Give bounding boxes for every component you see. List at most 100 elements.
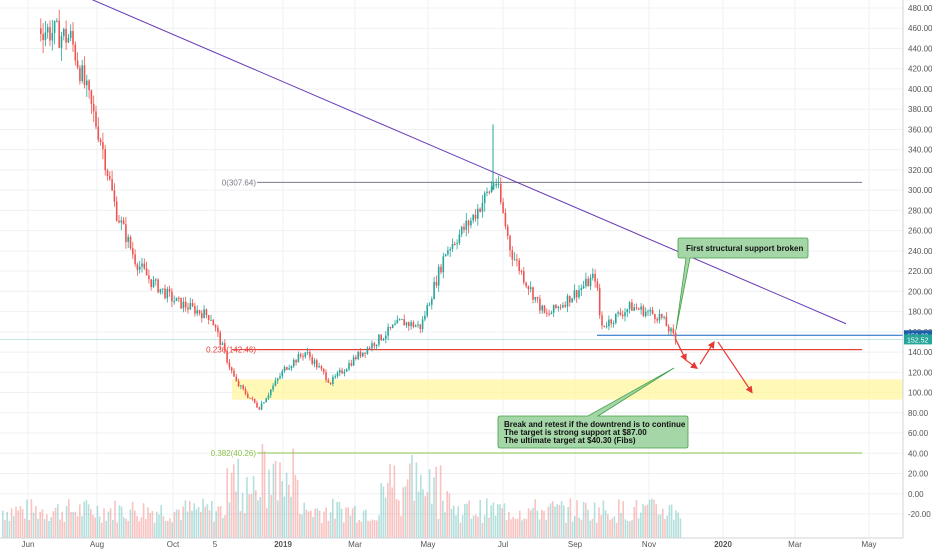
candle-body: [516, 259, 518, 261]
volume-bar: [32, 512, 35, 538]
volume-bar: [505, 520, 508, 538]
candle-body: [313, 360, 316, 364]
candle-body: [295, 359, 297, 363]
candle-body: [256, 402, 258, 408]
volume-bar: [600, 515, 602, 538]
callout-support-broken[interactable]: [675, 237, 809, 331]
candle-body: [635, 307, 638, 309]
candle-body: [265, 398, 267, 403]
y-tick-label: 400.00: [908, 85, 932, 94]
volume-bar: [105, 520, 107, 538]
volume-bar: [85, 499, 88, 538]
candle-body: [102, 142, 104, 150]
volume-bar: [57, 504, 59, 538]
volume-bar: [459, 522, 462, 538]
candle-body: [221, 343, 224, 346]
y-tick-label: 40.00: [908, 449, 929, 458]
y-tick-label: 320.00: [908, 166, 932, 175]
y-tick-label: 0.00: [908, 490, 924, 499]
candle-body: [263, 402, 265, 404]
volume-bar: [345, 507, 347, 538]
volume-bar: [527, 508, 530, 538]
candle-body: [412, 322, 415, 327]
candle-body: [486, 191, 488, 193]
price-axis-bg: [903, 0, 932, 550]
candle-body: [350, 363, 353, 366]
downtrend-line[interactable]: [88, 0, 847, 325]
candle-body: [201, 313, 203, 319]
chart-grid: [0, 0, 903, 538]
candle-body: [88, 80, 90, 91]
y-tick-label: 360.00: [908, 125, 932, 134]
candle-body: [444, 254, 447, 257]
volume-bar: [191, 510, 193, 538]
volume-bar: [96, 505, 99, 538]
candle-body: [654, 314, 656, 320]
volume-bar: [349, 515, 352, 538]
volume-bar: [233, 464, 235, 538]
price-axis[interactable]: 480.00 460.00 440.00 420.00 400.00 380.00 360.…: [902, 0, 932, 550]
volume-bar: [481, 522, 484, 538]
volume-bar: [365, 509, 367, 538]
candle-body: [304, 352, 307, 357]
volume-bar: [420, 474, 422, 538]
volume-bar: [285, 472, 288, 538]
volume-bar: [453, 505, 455, 538]
candle-body: [106, 170, 109, 177]
candle-body: [175, 297, 178, 302]
candle-body: [442, 256, 445, 273]
candle-body: [437, 266, 440, 286]
volume-bar: [494, 515, 497, 538]
volume-bar: [620, 512, 622, 538]
candle-body: [619, 312, 622, 315]
candle-body: [357, 351, 359, 360]
candle-body: [138, 266, 141, 270]
time-axis[interactable]: Jun Aug Oct 5 2019 Mar May Jul Sep Nov 2020 Mar May: [0, 537, 903, 549]
candle-body: [387, 326, 389, 336]
candle-body: [408, 322, 410, 327]
candle-body: [509, 235, 511, 251]
volume-bar: [329, 512, 332, 538]
candle-body: [481, 203, 484, 212]
candle-body: [495, 183, 497, 186]
candle-body: [447, 250, 449, 255]
candle-body: [109, 176, 111, 180]
annotation-callouts[interactable]: First structural support broken Break and…: [497, 237, 809, 449]
candle-body: [431, 299, 433, 305]
candle-body: [182, 301, 185, 309]
volume-bar: [213, 521, 215, 538]
candle-body: [479, 208, 481, 212]
candle-body: [122, 220, 125, 225]
x-tick-label: Nov: [642, 540, 656, 549]
candle-body: [325, 372, 327, 381]
volume-bar: [679, 518, 682, 538]
volume-bar: [442, 500, 444, 538]
y-tick-label: 20.00: [908, 470, 929, 479]
candle-body: [633, 307, 635, 311]
volume-bar: [576, 500, 578, 538]
volume-bar: [457, 506, 459, 538]
y-tick-label: 340.00: [908, 146, 932, 155]
volume-bar: [662, 508, 664, 538]
candle-body: [129, 236, 132, 249]
volume-bar: [607, 514, 609, 538]
volume-bar: [389, 463, 391, 538]
candle-body: [573, 290, 576, 299]
candle-body: [247, 393, 249, 398]
candle-body: [644, 311, 647, 316]
volume-bar: [288, 484, 290, 538]
volume-bar: [270, 494, 272, 538]
volume-bar: [659, 514, 662, 538]
candle-body: [541, 305, 543, 311]
candle-body: [594, 273, 596, 282]
callout-break-retest[interactable]: [497, 367, 689, 449]
volume-bar: [50, 517, 52, 538]
candle-body: [67, 37, 70, 43]
volume-bar: [195, 509, 198, 538]
volume-bar: [560, 501, 563, 538]
callout-text: The ultimate target at $40.30 (Fibs): [504, 436, 636, 445]
candle-body: [467, 220, 470, 226]
candle-body: [529, 287, 532, 290]
candle-body: [217, 327, 219, 333]
